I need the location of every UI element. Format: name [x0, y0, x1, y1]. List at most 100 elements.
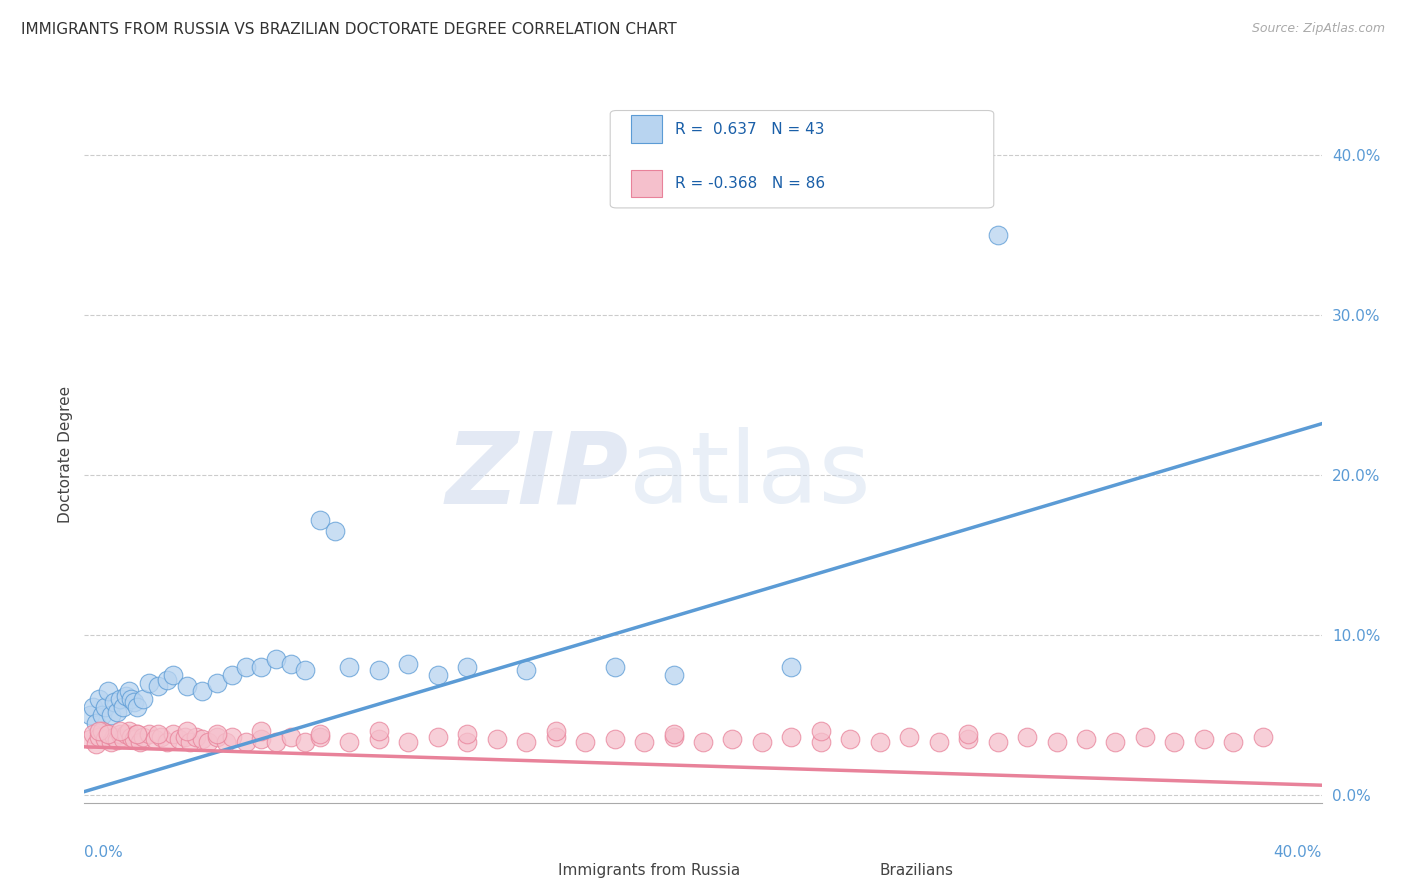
Point [456, 727, 478, 741]
Y-axis label: Doctorate Degree: Doctorate Degree [58, 386, 73, 524]
Point [114, 689, 136, 703]
Point [103, 695, 125, 709]
Point [1163, 735, 1185, 749]
Point [869, 735, 891, 749]
Point [309, 727, 332, 741]
Point [114, 727, 136, 741]
Point [91, 723, 114, 738]
Point [250, 723, 273, 738]
Point [100, 707, 122, 722]
Point [129, 735, 152, 749]
Point [987, 735, 1010, 749]
Point [264, 652, 287, 666]
Point [1133, 730, 1156, 744]
Point [1251, 730, 1274, 744]
Point [105, 705, 128, 719]
Text: 0.0%: 0.0% [84, 845, 124, 860]
Point [191, 683, 214, 698]
Point [339, 660, 361, 674]
Point [156, 735, 179, 749]
Point [105, 733, 128, 747]
Point [132, 691, 155, 706]
Point [221, 668, 243, 682]
Point [957, 731, 980, 746]
Point [79, 707, 101, 722]
Point [574, 735, 596, 749]
Point [146, 679, 169, 693]
Point [603, 660, 626, 674]
Text: 40.0%: 40.0% [1274, 845, 1322, 860]
Point [456, 660, 478, 674]
Point [839, 731, 862, 746]
Point [456, 735, 478, 749]
Point [544, 723, 567, 738]
Point [108, 723, 131, 738]
Point [108, 727, 131, 741]
Point [205, 727, 228, 741]
Point [987, 227, 1010, 242]
Bar [523, 861, 551, 881]
Point [205, 730, 228, 744]
Text: Brazilians: Brazilians [880, 863, 953, 879]
Point [173, 730, 195, 744]
Point [309, 730, 332, 744]
Point [810, 735, 832, 749]
Bar [845, 861, 873, 881]
Point [235, 660, 257, 674]
Point [156, 673, 179, 687]
Point [294, 663, 316, 677]
Point [928, 735, 950, 749]
Point [138, 676, 160, 690]
Point [97, 727, 120, 741]
Point [898, 730, 921, 744]
Point [162, 668, 184, 682]
Point [205, 676, 228, 690]
Text: Immigrants from Russia: Immigrants from Russia [558, 863, 741, 879]
Point [127, 727, 149, 741]
Point [176, 679, 198, 693]
Text: ZIP: ZIP [446, 427, 628, 524]
Text: Source: ZipAtlas.com: Source: ZipAtlas.com [1251, 22, 1385, 36]
Point [191, 731, 214, 746]
Point [603, 731, 626, 746]
Point [94, 731, 117, 746]
Point [197, 735, 219, 749]
Point [426, 730, 449, 744]
Point [250, 731, 273, 746]
Point [91, 707, 114, 722]
Text: atlas: atlas [628, 427, 870, 524]
Point [124, 731, 146, 746]
Point [215, 735, 238, 749]
Point [179, 735, 201, 749]
Point [280, 730, 302, 744]
Point [957, 727, 980, 741]
Point [780, 660, 803, 674]
Point [294, 735, 316, 749]
Point [280, 657, 302, 671]
Point [97, 727, 120, 741]
Point [84, 737, 107, 751]
Point [167, 731, 190, 746]
Point [662, 730, 685, 744]
Point [132, 730, 155, 744]
Text: R = -0.368   N = 86: R = -0.368 N = 86 [675, 176, 825, 191]
Point [121, 691, 143, 706]
Point [97, 683, 120, 698]
Point [84, 715, 107, 730]
Point [1074, 731, 1097, 746]
Point [87, 691, 110, 706]
Point [121, 730, 143, 744]
Point [100, 735, 122, 749]
Point [309, 513, 332, 527]
Bar [631, 115, 662, 144]
Point [1192, 731, 1215, 746]
Point [692, 735, 714, 749]
Point [721, 731, 744, 746]
Point [544, 730, 567, 744]
Point [82, 727, 104, 741]
Point [127, 727, 149, 741]
Point [127, 699, 149, 714]
Point [368, 663, 391, 677]
Bar [631, 169, 662, 197]
Point [82, 699, 104, 714]
